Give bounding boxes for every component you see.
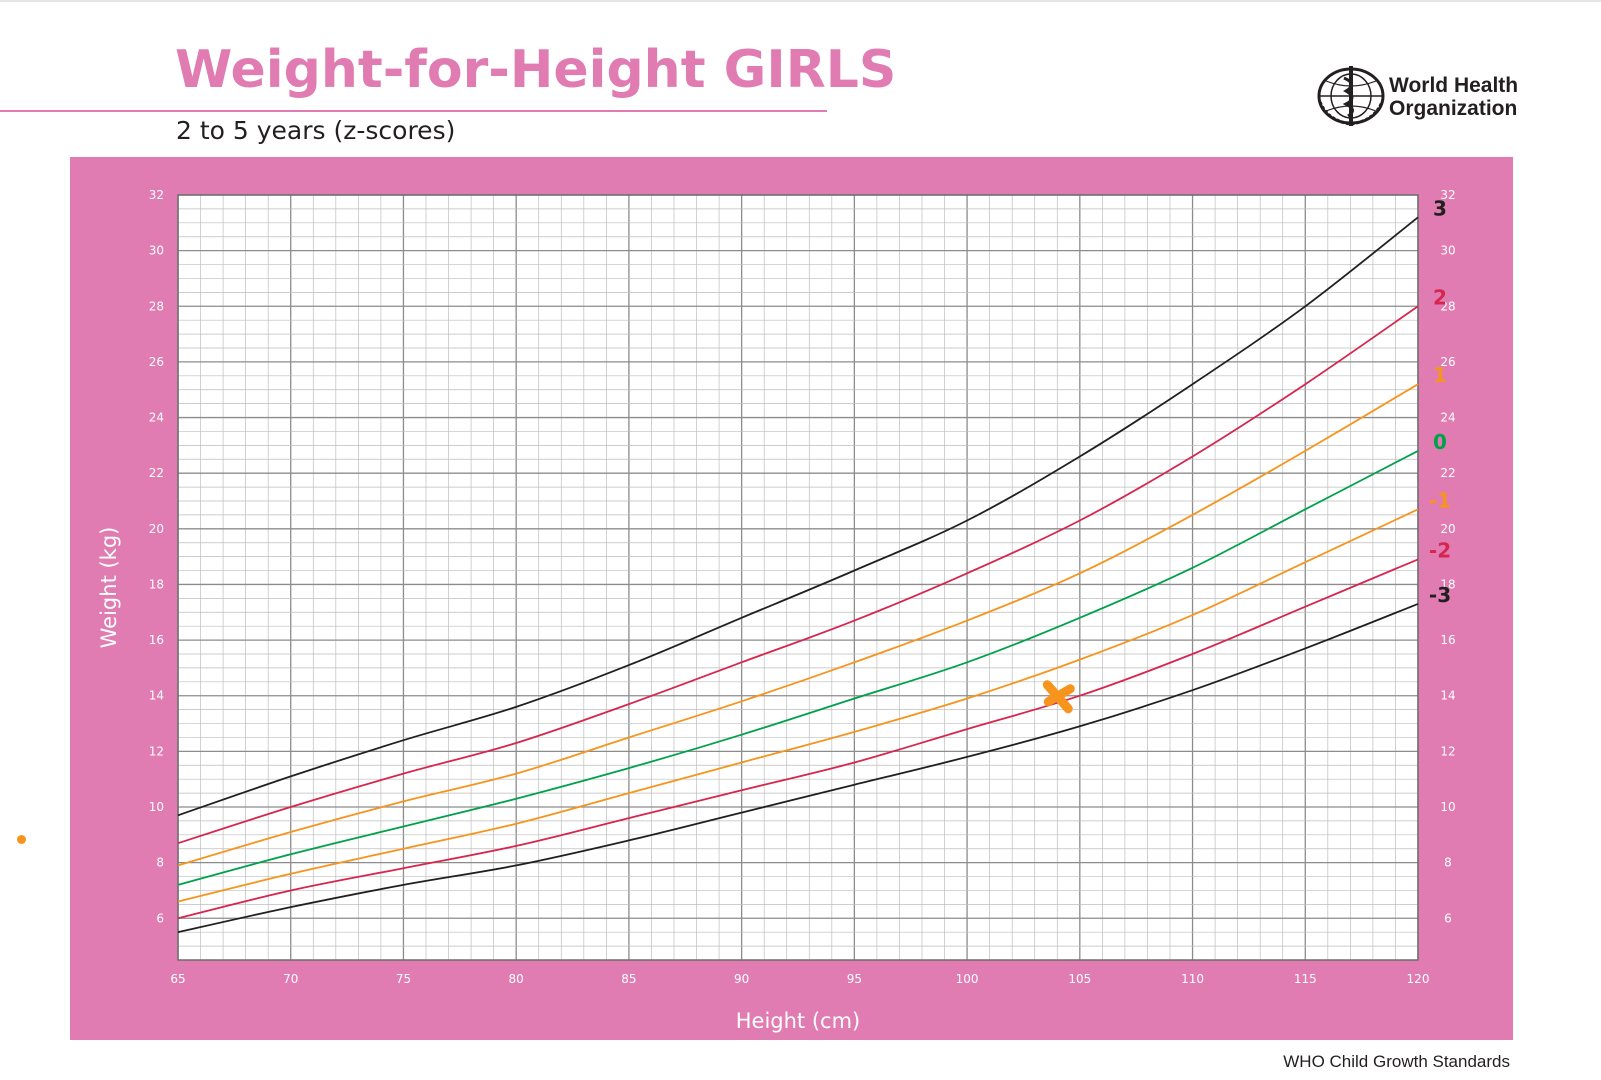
series-label-z-3: -3 [1429, 583, 1451, 607]
series-label-z-2: -2 [1429, 538, 1451, 562]
y-tick-label-right: 10 [1440, 800, 1455, 814]
y-tick-label-right: 30 [1440, 244, 1455, 258]
series-line-z-3 [177, 603, 1419, 934]
y-tick-label-left: 32 [149, 188, 164, 202]
x-tick-label: 105 [1068, 972, 1091, 986]
x-tick-label: 85 [621, 972, 636, 986]
who-emblem-icon [1317, 66, 1385, 126]
y-tick-label-right: 24 [1440, 411, 1455, 425]
x-tick-label: 95 [847, 972, 862, 986]
y-tick-label-right: 12 [1440, 744, 1455, 758]
x-axis-title: Height (cm) [736, 1009, 860, 1033]
chart-panel: 6 6 8 8 10 10 12 12 14 14 16 16 18 18 20 20 22 22 24 24 26 26… [70, 157, 1513, 1040]
top-border [0, 0, 1601, 2]
x-tick-label: 65 [170, 972, 185, 986]
y-tick-label-right: 6 [1444, 911, 1452, 925]
x-tick-label: 80 [509, 972, 524, 986]
y-tick-label-left: 12 [149, 744, 164, 758]
y-tick-label-left: 14 [149, 689, 164, 703]
org-name-line2: Organization [1389, 97, 1518, 120]
y-tick-label-left: 24 [149, 411, 164, 425]
page-subtitle: 2 to 5 years (z-scores) [176, 116, 456, 145]
organization-name: World Health Organization [1389, 74, 1518, 120]
series-label-z1: 1 [1433, 363, 1447, 387]
y-tick-label-right: 22 [1440, 466, 1455, 480]
annotation-cross-stroke2 [1043, 684, 1075, 707]
x-tick-label: 120 [1407, 972, 1430, 986]
y-tick-label-left: 30 [149, 244, 164, 258]
series-label-z0: 0 [1433, 430, 1447, 454]
x-tick-label: 70 [283, 972, 298, 986]
x-tick-label: 90 [734, 972, 749, 986]
y-axis-title: Weight (kg) [97, 527, 121, 649]
series-label-z-1: -1 [1429, 488, 1451, 512]
y-tick-label-right: 18 [1440, 577, 1455, 591]
y-tick-label-right: 32 [1440, 188, 1455, 202]
plot-background [178, 195, 1418, 960]
series-line-z3 [177, 216, 1419, 817]
y-tick-label-right: 28 [1440, 299, 1455, 313]
series-line-z-2 [177, 558, 1419, 920]
y-tick-label-left: 10 [149, 800, 164, 814]
y-tick-label-left: 26 [149, 355, 164, 369]
series-label-z3: 3 [1433, 196, 1447, 220]
page-title: Weight-for-Height GIRLS [175, 40, 897, 100]
title-underline [0, 110, 827, 112]
y-tick-label-right: 26 [1440, 355, 1455, 369]
footer-text: WHO Child Growth Standards [1283, 1052, 1510, 1071]
y-tick-label-left: 8 [156, 856, 164, 870]
org-name-line1: World Health [1389, 74, 1519, 97]
x-tick-label: 75 [396, 972, 411, 986]
plot-border [177, 194, 1419, 961]
y-tick-label-right: 14 [1440, 689, 1455, 703]
y-tick-label-left: 22 [149, 466, 164, 480]
y-tick-label-left: 28 [149, 299, 164, 313]
y-tick-label-left: 6 [156, 911, 164, 925]
y-tick-label-left: 20 [149, 522, 164, 536]
series-line-z1 [177, 383, 1419, 867]
y-tick-label-left: 18 [149, 577, 164, 591]
y-tick-label-right: 20 [1440, 522, 1455, 536]
x-tick-label: 115 [1294, 972, 1317, 986]
series-line-z0 [177, 450, 1419, 886]
y-tick-label-right: 8 [1444, 856, 1452, 870]
y-tick-label-right: 16 [1440, 633, 1455, 647]
y-tick-label-left: 16 [149, 633, 164, 647]
series-label-z2: 2 [1433, 285, 1447, 309]
x-tick-label: 100 [956, 972, 979, 986]
x-tick-label: 110 [1181, 972, 1204, 986]
series-line-z2 [177, 305, 1419, 845]
series-line-z-1 [177, 508, 1419, 903]
annotation-dot [17, 835, 26, 844]
